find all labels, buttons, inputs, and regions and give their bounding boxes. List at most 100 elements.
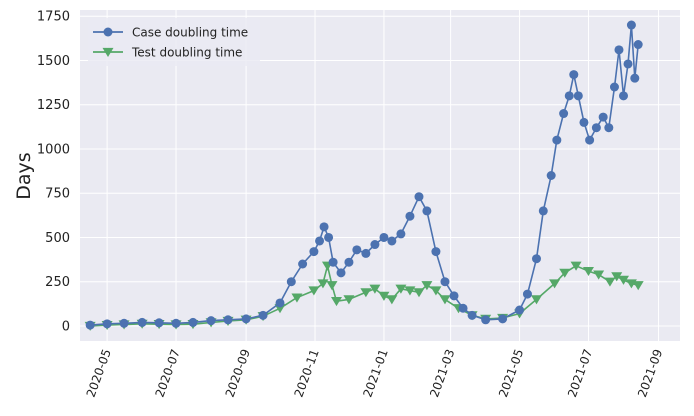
data-point xyxy=(328,257,338,267)
data-point xyxy=(396,229,406,239)
data-point xyxy=(241,314,251,324)
data-point xyxy=(626,20,636,30)
data-point xyxy=(515,305,525,315)
data-point xyxy=(188,317,198,327)
data-point xyxy=(609,82,619,92)
legend-label: Test doubling time xyxy=(131,46,242,60)
data-point xyxy=(206,316,216,326)
data-point xyxy=(546,171,556,180)
data-point xyxy=(308,286,320,296)
data-point xyxy=(598,112,608,122)
x-tick-label: 2020-09 xyxy=(223,347,253,399)
data-point xyxy=(573,91,583,101)
legend-label: Case doubling time xyxy=(132,26,248,40)
data-point xyxy=(343,295,355,305)
data-point xyxy=(582,266,594,277)
data-point xyxy=(538,206,548,216)
legend-marker xyxy=(103,27,113,37)
data-point xyxy=(591,123,601,133)
y-tick-label: 1250 xyxy=(37,98,70,113)
y-tick-label: 0 xyxy=(62,319,70,334)
data-point xyxy=(317,279,329,289)
data-point xyxy=(352,245,362,255)
data-point xyxy=(522,289,532,299)
data-point xyxy=(431,247,441,257)
data-point xyxy=(569,70,579,80)
data-point xyxy=(171,318,181,328)
data-point xyxy=(552,135,562,145)
series-layer xyxy=(84,20,644,331)
x-tick-label: 2021-01 xyxy=(360,347,390,399)
y-axis-label: Days xyxy=(13,152,35,199)
x-tick-labels: 2020-05 2020-07 2020-09 2020-11 2021-01 2021-… xyxy=(84,347,666,399)
data-point xyxy=(102,319,112,329)
data-point xyxy=(360,288,372,298)
legend-box xyxy=(88,18,260,66)
data-point xyxy=(414,192,424,202)
data-point xyxy=(467,310,477,320)
data-point xyxy=(386,295,398,305)
x-tick-label: 2021-07 xyxy=(565,347,595,399)
data-point xyxy=(361,248,371,258)
data-point xyxy=(291,293,303,303)
y-tick-label: 750 xyxy=(45,187,70,202)
data-point xyxy=(604,277,616,287)
data-point xyxy=(336,268,346,278)
data-point xyxy=(387,236,397,246)
data-point xyxy=(585,135,595,145)
data-point xyxy=(531,254,541,264)
data-point xyxy=(324,232,334,242)
data-point xyxy=(258,310,268,320)
x-tick-label: 2021-03 xyxy=(427,347,457,399)
data-point xyxy=(570,261,582,271)
data-point xyxy=(530,295,542,305)
data-point xyxy=(369,284,381,294)
data-point xyxy=(275,298,285,308)
y-tick-labels: 0 250 500 750 1000 1250 1500 1750 xyxy=(37,10,70,335)
series-0 xyxy=(85,20,643,330)
data-point xyxy=(440,277,450,287)
x-tick-label: 2021-09 xyxy=(635,347,665,399)
data-point xyxy=(458,303,468,313)
data-point xyxy=(405,211,415,221)
data-point xyxy=(564,91,574,101)
data-point xyxy=(632,281,644,291)
data-point xyxy=(430,286,442,296)
data-point xyxy=(618,275,630,285)
data-point xyxy=(604,123,614,133)
data-point xyxy=(137,317,147,327)
data-point xyxy=(413,288,425,298)
data-point xyxy=(439,295,451,305)
data-point xyxy=(549,279,561,289)
data-point xyxy=(422,206,432,216)
data-point xyxy=(309,247,319,257)
data-point xyxy=(330,297,342,307)
y-tick-label: 250 xyxy=(45,275,70,290)
data-point xyxy=(404,286,416,296)
data-point xyxy=(154,318,164,328)
data-point xyxy=(559,268,571,278)
data-point xyxy=(395,284,407,294)
data-point xyxy=(85,320,95,330)
data-point xyxy=(223,315,233,325)
data-point xyxy=(498,314,508,324)
data-point xyxy=(315,236,325,246)
data-point xyxy=(619,91,629,101)
legend-marker xyxy=(102,47,114,57)
x-tick-label: 2020-11 xyxy=(292,347,322,399)
data-point xyxy=(319,222,329,232)
legend: Case doubling time Test doubling time xyxy=(88,18,260,66)
data-point xyxy=(623,59,633,69)
data-point xyxy=(579,117,589,127)
data-point xyxy=(630,73,640,83)
y-tick-label: 1500 xyxy=(37,54,70,69)
data-point xyxy=(559,109,569,119)
y-tick-label: 1750 xyxy=(37,10,70,25)
data-point xyxy=(449,291,459,301)
data-point xyxy=(593,270,605,280)
data-point xyxy=(611,272,623,282)
data-point xyxy=(286,277,296,287)
data-point xyxy=(379,232,389,242)
legend-entry: Test doubling time xyxy=(93,46,242,60)
